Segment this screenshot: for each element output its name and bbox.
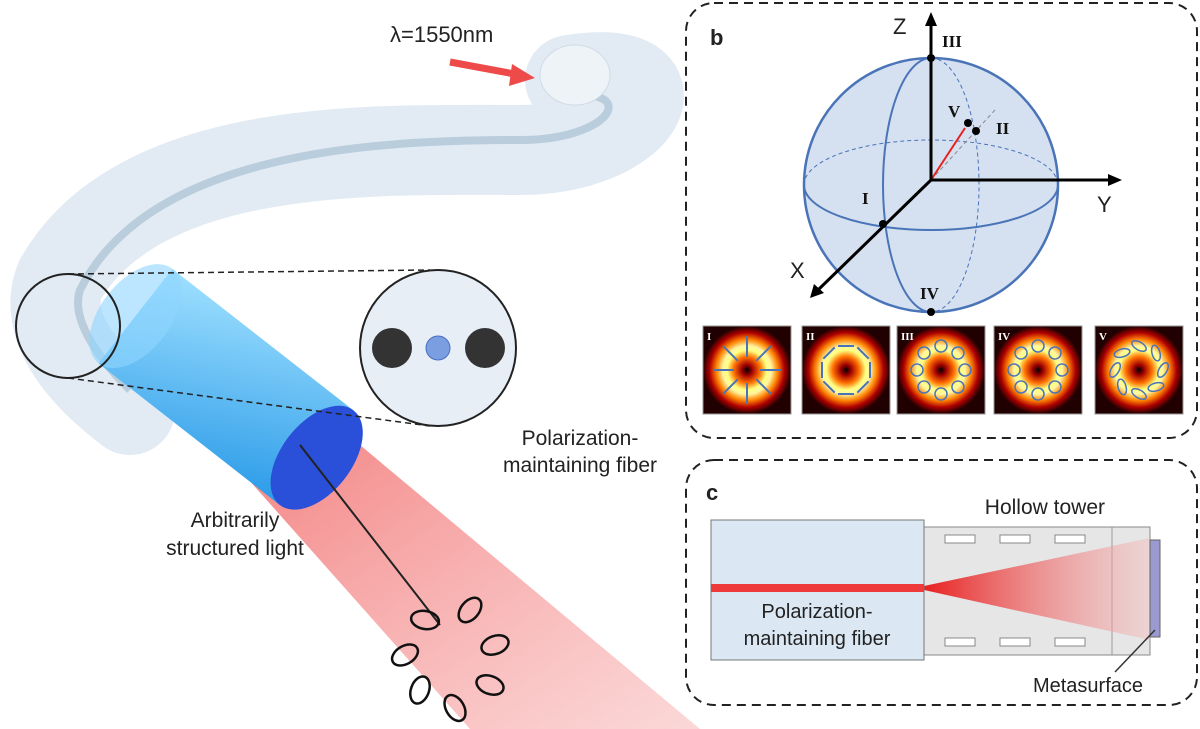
zoom-line (67, 377, 431, 427)
state-points (879, 54, 980, 316)
y-axis-label: Y (1097, 192, 1112, 217)
mode-image-2: II (801, 325, 891, 415)
point-I: I (862, 189, 869, 208)
panel-c: c Hollow tower Polarization- maintaining… (685, 459, 1198, 706)
mode-images: I II III IV V (702, 325, 1184, 415)
mode-label: IV (998, 331, 1010, 343)
axes (810, 12, 1122, 298)
x-axis-label: X (790, 258, 805, 283)
fiber-end (539, 44, 611, 106)
panel-c-letter: c (706, 480, 718, 505)
point-IV: IV (920, 284, 940, 303)
mode-label: II (806, 331, 815, 343)
guide-line (930, 109, 996, 181)
mode-image-5: V (1094, 325, 1184, 415)
fiber-core-line (711, 584, 924, 592)
panel-a: λ=1550nm Polarization- maintaining fiber… (10, 22, 700, 729)
equator-front (803, 184, 1059, 231)
fiber-label-1: Polarization- (522, 427, 639, 450)
wavelength-label: λ=1550nm (390, 22, 493, 47)
panel-b: b Z Y X I II III IV V I II III IV V (685, 2, 1198, 439)
diverging-beam (924, 538, 1150, 640)
z-axis-label: Z (893, 14, 906, 39)
tower-holes (944, 534, 1086, 647)
stress-rod (372, 328, 412, 368)
metasurface (1149, 539, 1161, 638)
tower-label: Hollow tower (985, 496, 1105, 519)
point-V: V (948, 102, 961, 121)
mode-image-4: IV (993, 325, 1083, 415)
mode-image-3: III (896, 325, 986, 415)
light-label-2: structured light (166, 537, 304, 560)
output-beam (240, 420, 700, 729)
input-arrow-head (509, 64, 535, 86)
zoom-line (67, 269, 431, 275)
propagation-axis (299, 444, 441, 626)
mode-label: III (901, 331, 914, 343)
fiber-label-2: maintaining fiber (503, 454, 657, 477)
panel-b-letter: b (710, 25, 723, 50)
stress-rod (465, 328, 505, 368)
mode-image-1: I (702, 325, 792, 415)
point-III: III (942, 32, 962, 51)
mode-label: I (707, 331, 711, 343)
metasurface-cylinder (89, 264, 363, 510)
meridian-back (930, 57, 980, 313)
fiber-core-dot (425, 335, 451, 361)
c-fiber-label-2: maintaining fiber (744, 628, 891, 650)
metasurface-label: Metasurface (1033, 675, 1143, 697)
c-fiber-label-1: Polarization- (761, 601, 872, 623)
fiber-core (74, 90, 613, 393)
meridian-front (882, 57, 932, 313)
point-II: II (996, 119, 1010, 138)
light-label-1: Arbitrarily (191, 509, 280, 532)
input-arrow (449, 58, 521, 79)
state-vector (930, 127, 966, 181)
polarization-ring (390, 596, 510, 723)
mode-label: V (1099, 331, 1107, 343)
metasurface-pointer (1114, 629, 1156, 673)
